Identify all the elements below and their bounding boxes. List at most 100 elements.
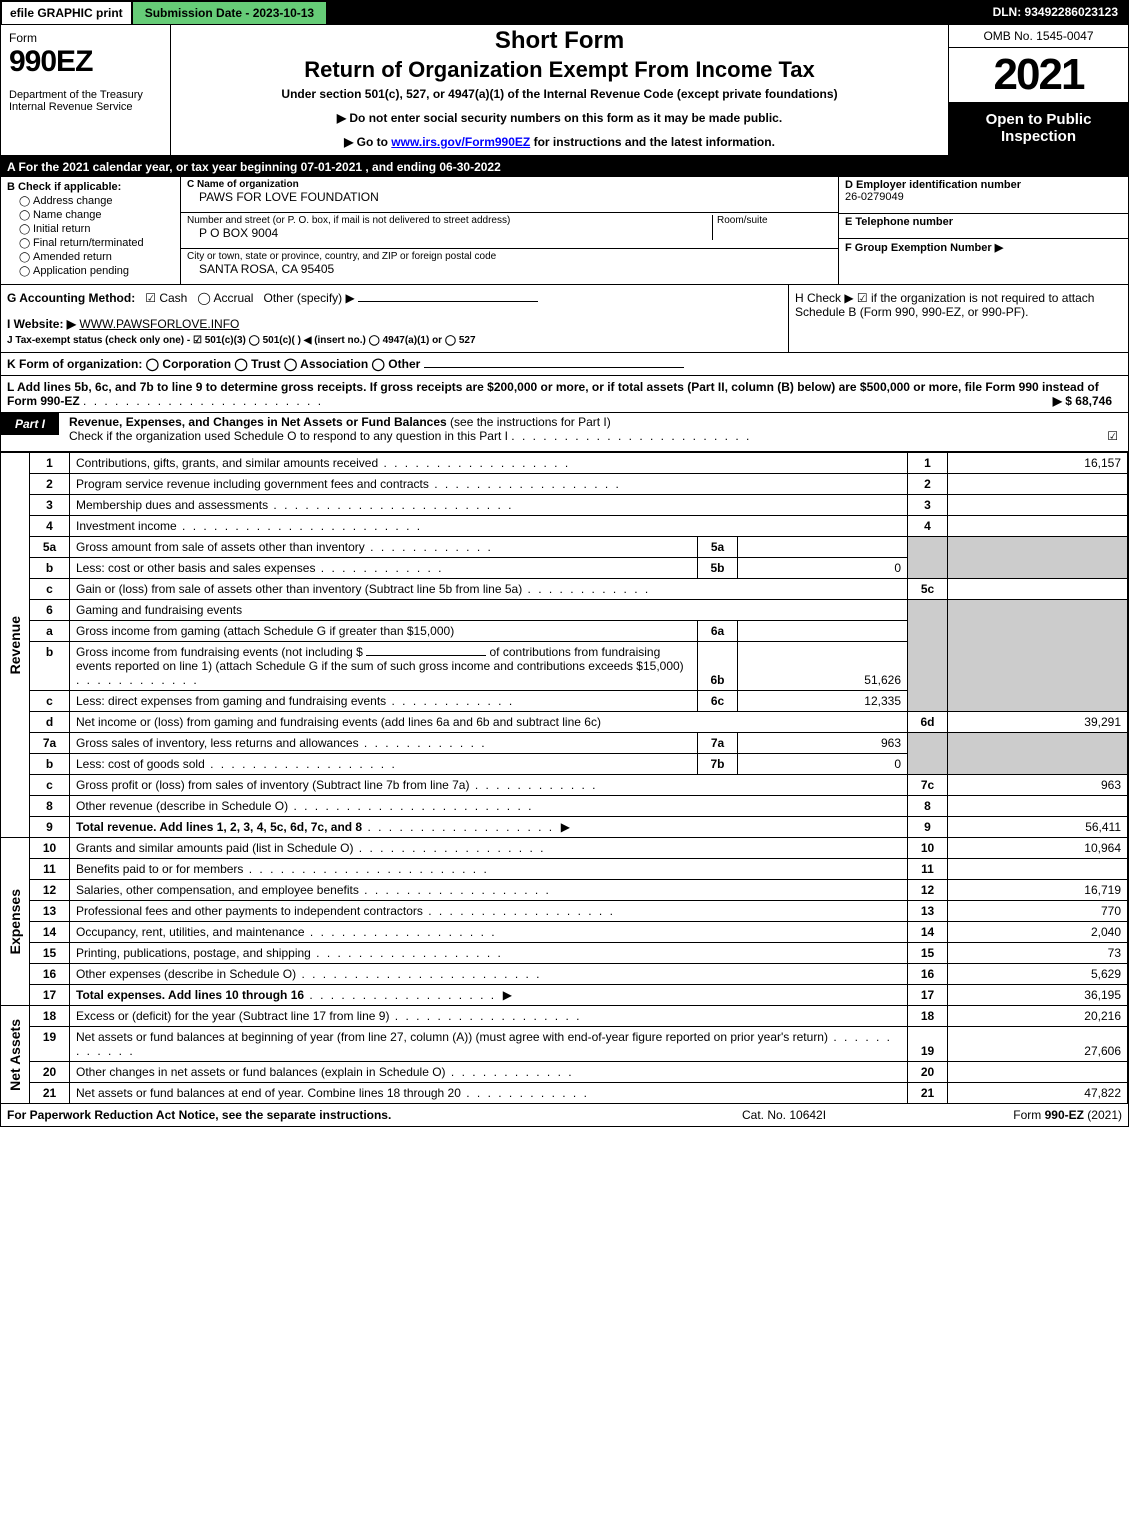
ein-cell: D Employer identification number 26-0279… bbox=[839, 177, 1128, 214]
e-label: E Telephone number bbox=[845, 216, 1122, 228]
f-label: F Group Exemption Number ▶ bbox=[845, 241, 1122, 254]
num-15: 15 bbox=[908, 943, 948, 964]
shade-5v bbox=[948, 537, 1128, 579]
desc-10: Grants and similar amounts paid (list in… bbox=[70, 838, 908, 859]
j-text: J Tax-exempt status (check only one) - ☑… bbox=[7, 335, 476, 346]
revenue-side-label: Revenue bbox=[1, 453, 30, 838]
chk-amended-return[interactable]: Amended return bbox=[19, 251, 174, 263]
part-1-check[interactable]: ☑ bbox=[1107, 429, 1118, 443]
desc-18: Excess or (deficit) for the year (Subtra… bbox=[70, 1006, 908, 1027]
row-17: 17 Total expenses. Add lines 10 through … bbox=[1, 985, 1128, 1006]
g-other-specify[interactable] bbox=[358, 301, 538, 302]
val-8 bbox=[948, 796, 1128, 817]
ln-11: 11 bbox=[30, 859, 70, 880]
row-7c: c Gross profit or (loss) from sales of i… bbox=[1, 775, 1128, 796]
desc-3: Membership dues and assessments bbox=[70, 495, 908, 516]
form-word: Form bbox=[9, 31, 162, 45]
row-11: 11 Benefits paid to or for members 11 bbox=[1, 859, 1128, 880]
desc-21: Net assets or fund balances at end of ye… bbox=[70, 1083, 908, 1104]
chk-application-pending[interactable]: Application pending bbox=[19, 265, 174, 277]
org-name-value: PAWS FOR LOVE FOUNDATION bbox=[187, 190, 832, 204]
top-bar: efile GRAPHIC print Submission Date - 20… bbox=[1, 1, 1128, 25]
num-19: 19 bbox=[908, 1027, 948, 1062]
row-5c: c Gain or (loss) from sale of assets oth… bbox=[1, 579, 1128, 600]
desc-16: Other expenses (describe in Schedule O) bbox=[70, 964, 908, 985]
g-other[interactable]: Other (specify) ▶ bbox=[263, 291, 354, 305]
part-1-tab: Part I bbox=[1, 413, 59, 435]
val-11 bbox=[948, 859, 1128, 880]
row-3: 3 Membership dues and assessments 3 bbox=[1, 495, 1128, 516]
val-1: 16,157 bbox=[948, 453, 1128, 474]
d-value: 26-0279049 bbox=[845, 191, 1122, 203]
desc-5a: Gross amount from sale of assets other t… bbox=[70, 537, 698, 558]
b-letter: B bbox=[7, 181, 15, 193]
shade-6v bbox=[948, 600, 1128, 712]
desc-15: Printing, publications, postage, and shi… bbox=[70, 943, 908, 964]
c-name-label: C Name of organization bbox=[187, 179, 299, 190]
ln-7a: 7a bbox=[30, 733, 70, 754]
sv-6a bbox=[738, 621, 908, 642]
ln-5a: 5a bbox=[30, 537, 70, 558]
page-footer: For Paperwork Reduction Act Notice, see … bbox=[1, 1104, 1128, 1126]
val-17: 36,195 bbox=[948, 985, 1128, 1006]
val-2 bbox=[948, 474, 1128, 495]
sn-7a: 7a bbox=[698, 733, 738, 754]
ln-7c: c bbox=[30, 775, 70, 796]
section-def: D Employer identification number 26-0279… bbox=[838, 177, 1128, 284]
num-6d: 6d bbox=[908, 712, 948, 733]
g-accounting-method: G Accounting Method: Cash Accrual Other … bbox=[7, 291, 782, 305]
ln-6d: d bbox=[30, 712, 70, 733]
efile-print-label[interactable]: efile GRAPHIC print bbox=[1, 1, 132, 25]
k-form-of-org: K Form of organization: ◯ Corporation ◯ … bbox=[1, 353, 1128, 376]
ln-19: 19 bbox=[30, 1027, 70, 1062]
g-accrual[interactable]: Accrual bbox=[197, 291, 253, 305]
ln-7b: b bbox=[30, 754, 70, 775]
desc-2: Program service revenue including govern… bbox=[70, 474, 908, 495]
gij-left: G Accounting Method: Cash Accrual Other … bbox=[1, 285, 788, 352]
row-5a: 5a Gross amount from sale of assets othe… bbox=[1, 537, 1128, 558]
j-tax-status: J Tax-exempt status (check only one) - ☑… bbox=[7, 335, 782, 346]
desc-6a: Gross income from gaming (attach Schedul… bbox=[70, 621, 698, 642]
desc-11: Benefits paid to or for members bbox=[70, 859, 908, 880]
net-assets-side-label: Net Assets bbox=[1, 1006, 30, 1104]
return-title: Return of Organization Exempt From Incom… bbox=[181, 57, 938, 83]
g-cash[interactable]: Cash bbox=[145, 291, 187, 305]
6b-blank[interactable] bbox=[366, 655, 486, 656]
row-21: 21 Net assets or fund balances at end of… bbox=[1, 1083, 1128, 1104]
row-6: 6 Gaming and fundraising events bbox=[1, 600, 1128, 621]
val-21: 47,822 bbox=[948, 1083, 1128, 1104]
desc-4: Investment income bbox=[70, 516, 908, 537]
l-dots bbox=[83, 394, 323, 408]
section-b-checks: B Check if applicable: Address change Na… bbox=[1, 177, 181, 284]
desc-5c: Gain or (loss) from sale of assets other… bbox=[70, 579, 908, 600]
val-15: 73 bbox=[948, 943, 1128, 964]
ln-16: 16 bbox=[30, 964, 70, 985]
sv-5a bbox=[738, 537, 908, 558]
desc-6b: Gross income from fundraising events (no… bbox=[70, 642, 698, 691]
row-7a: 7a Gross sales of inventory, less return… bbox=[1, 733, 1128, 754]
chk-initial-return[interactable]: Initial return bbox=[19, 223, 174, 235]
shade-7 bbox=[908, 733, 948, 775]
sv-7b: 0 bbox=[738, 754, 908, 775]
k-other-line[interactable] bbox=[424, 367, 684, 368]
instruction-line-1: ▶ Do not enter social security numbers o… bbox=[181, 111, 938, 125]
irs-link[interactable]: www.irs.gov/Form990EZ bbox=[391, 135, 530, 149]
l-gross-receipts: L Add lines 5b, 6c, and 7b to line 9 to … bbox=[1, 376, 1128, 413]
i-value[interactable]: WWW.PAWSFORLOVE.INFO bbox=[79, 317, 239, 331]
chk-final-return[interactable]: Final return/terminated bbox=[19, 237, 174, 249]
part-1-sub: Check if the organization used Schedule … bbox=[69, 429, 508, 443]
ln-5c: c bbox=[30, 579, 70, 600]
top-bar-spacer bbox=[327, 1, 982, 25]
phone-cell: E Telephone number bbox=[839, 214, 1128, 239]
part-1-body: Revenue, Expenses, and Changes in Net As… bbox=[69, 413, 1128, 451]
num-8: 8 bbox=[908, 796, 948, 817]
row-8: 8 Other revenue (describe in Schedule O)… bbox=[1, 796, 1128, 817]
num-18: 18 bbox=[908, 1006, 948, 1027]
street-cell: Number and street (or P. O. box, if mail… bbox=[181, 213, 838, 249]
chk-name-change[interactable]: Name change bbox=[19, 209, 174, 221]
num-3: 3 bbox=[908, 495, 948, 516]
submission-date: Submission Date - 2023-10-13 bbox=[132, 1, 327, 25]
ln-14: 14 bbox=[30, 922, 70, 943]
form-table: Revenue 1 Contributions, gifts, grants, … bbox=[1, 452, 1128, 1104]
chk-address-change[interactable]: Address change bbox=[19, 195, 174, 207]
